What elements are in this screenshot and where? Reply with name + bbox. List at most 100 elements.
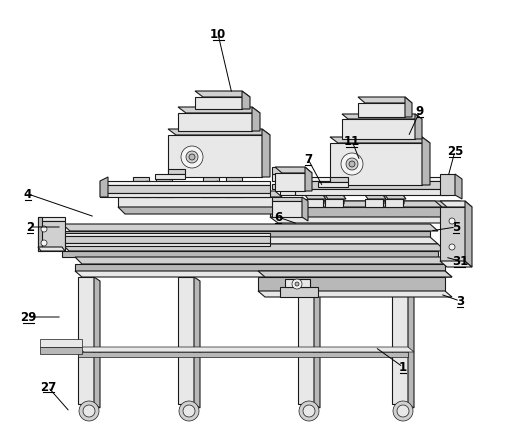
Polygon shape [454, 175, 461, 200]
Polygon shape [258, 272, 451, 277]
Polygon shape [133, 177, 149, 182]
Polygon shape [178, 108, 260, 114]
Polygon shape [327, 190, 340, 201]
Polygon shape [194, 98, 242, 110]
Polygon shape [62, 225, 437, 231]
Polygon shape [269, 208, 459, 218]
Polygon shape [314, 277, 319, 408]
Circle shape [183, 405, 194, 417]
Polygon shape [62, 251, 437, 258]
Polygon shape [279, 187, 294, 195]
Text: 1: 1 [398, 360, 406, 374]
Polygon shape [271, 168, 290, 175]
Polygon shape [169, 182, 174, 194]
Polygon shape [364, 200, 382, 208]
Polygon shape [439, 175, 454, 195]
Polygon shape [340, 190, 344, 205]
Polygon shape [404, 98, 411, 118]
Polygon shape [367, 190, 379, 201]
Polygon shape [439, 261, 471, 267]
Text: 9: 9 [415, 105, 423, 118]
Polygon shape [304, 195, 325, 200]
Text: 3: 3 [455, 295, 463, 308]
Polygon shape [78, 352, 407, 357]
Text: 25: 25 [446, 145, 462, 158]
Polygon shape [274, 168, 312, 173]
Polygon shape [224, 191, 242, 198]
Text: 5: 5 [451, 221, 459, 234]
Polygon shape [62, 231, 429, 237]
Polygon shape [228, 182, 240, 191]
Polygon shape [38, 247, 65, 251]
Polygon shape [464, 201, 471, 267]
Polygon shape [319, 190, 323, 205]
Circle shape [341, 154, 362, 176]
Polygon shape [167, 170, 185, 175]
Polygon shape [240, 182, 243, 194]
Text: 10: 10 [210, 28, 225, 42]
Text: 7: 7 [303, 153, 312, 166]
Polygon shape [94, 277, 100, 408]
Circle shape [396, 405, 408, 417]
Polygon shape [135, 182, 147, 191]
Polygon shape [387, 190, 399, 201]
Polygon shape [384, 195, 405, 200]
Polygon shape [194, 92, 249, 98]
Polygon shape [364, 195, 385, 200]
Polygon shape [100, 182, 269, 186]
Polygon shape [193, 277, 200, 408]
Polygon shape [224, 187, 245, 191]
Circle shape [345, 159, 357, 171]
Polygon shape [414, 115, 421, 140]
Polygon shape [421, 138, 429, 186]
Text: 29: 29 [20, 311, 36, 324]
Polygon shape [118, 198, 274, 208]
Polygon shape [132, 187, 153, 191]
Text: 2: 2 [26, 221, 34, 234]
Polygon shape [203, 177, 218, 182]
Polygon shape [202, 191, 219, 198]
Polygon shape [271, 175, 290, 182]
Polygon shape [269, 201, 467, 208]
Polygon shape [155, 187, 176, 191]
Circle shape [189, 155, 194, 161]
Polygon shape [325, 184, 342, 190]
Text: 31: 31 [451, 255, 467, 268]
Circle shape [392, 401, 412, 421]
Polygon shape [38, 222, 65, 251]
Polygon shape [279, 287, 318, 297]
Polygon shape [262, 130, 269, 177]
Polygon shape [38, 218, 65, 222]
Polygon shape [399, 190, 403, 205]
Polygon shape [158, 182, 169, 191]
Polygon shape [271, 198, 301, 201]
Polygon shape [391, 277, 407, 404]
Circle shape [448, 219, 454, 225]
Circle shape [41, 240, 47, 247]
Polygon shape [75, 265, 444, 272]
Polygon shape [118, 208, 281, 215]
Polygon shape [155, 191, 173, 198]
Polygon shape [304, 200, 322, 208]
Text: 6: 6 [273, 211, 281, 224]
Circle shape [448, 244, 454, 251]
Circle shape [83, 405, 95, 417]
Polygon shape [294, 182, 447, 190]
Polygon shape [62, 237, 437, 244]
Polygon shape [65, 233, 269, 237]
Polygon shape [156, 177, 172, 182]
Polygon shape [38, 218, 42, 251]
Polygon shape [242, 92, 249, 110]
Polygon shape [258, 291, 451, 297]
Polygon shape [304, 168, 312, 191]
Polygon shape [147, 182, 151, 194]
Polygon shape [342, 120, 414, 140]
Polygon shape [271, 184, 294, 190]
Circle shape [302, 405, 315, 417]
Polygon shape [167, 136, 262, 177]
Circle shape [41, 226, 47, 233]
Polygon shape [100, 177, 108, 198]
Polygon shape [274, 173, 304, 191]
Polygon shape [178, 277, 193, 404]
Polygon shape [65, 244, 269, 247]
